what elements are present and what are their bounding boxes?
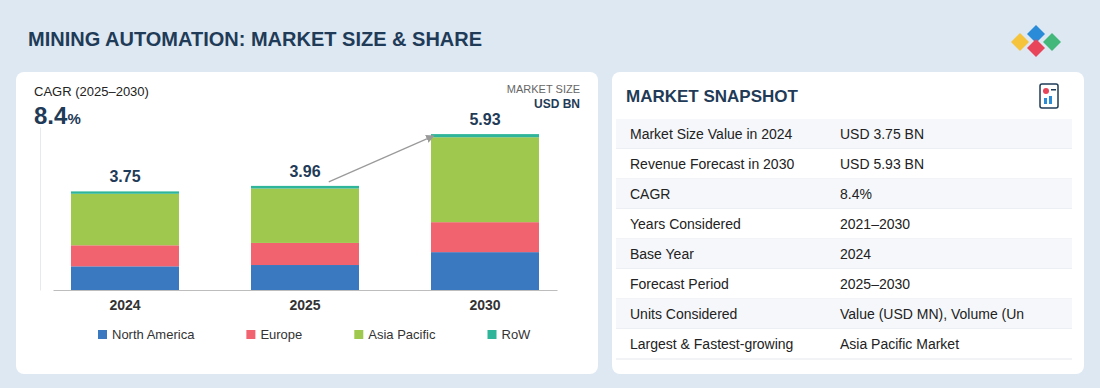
snapshot-row: Forecast Period 2025–2030	[616, 269, 1072, 299]
row-background	[616, 239, 1072, 269]
bar-segment	[251, 243, 359, 265]
legend-item: Asia Pacific	[354, 327, 436, 342]
row-key: Units Considered	[630, 306, 737, 322]
snapshot-row: Units Considered Value (USD MN), Volume (…	[616, 299, 1072, 329]
row-value: USD 3.75 BN	[840, 126, 924, 142]
snapshot-row: CAGR 8.4%	[616, 179, 1072, 209]
bar-segment	[431, 134, 539, 137]
x-axis-line	[54, 290, 558, 291]
chart-panel	[16, 72, 598, 374]
row-value: 8.4%	[840, 186, 872, 202]
logo-diamond	[1043, 33, 1061, 51]
snapshot-row: Market Size Value in 2024 USD 3.75 BN	[616, 119, 1072, 149]
row-key: Revenue Forecast in 2030	[630, 156, 794, 172]
row-value: 2025–2030	[840, 276, 910, 292]
row-background	[616, 299, 1072, 329]
cagr-value: 8.4%	[34, 102, 81, 129]
row-background	[616, 209, 1072, 239]
legend-swatch	[98, 330, 107, 339]
row-value: USD 5.93 BN	[840, 156, 924, 172]
cagr-label: CAGR (2025–2030)	[34, 84, 149, 99]
x-tick-label: 2030	[469, 297, 500, 313]
y-axis-line	[40, 128, 41, 291]
legend-item: North America	[98, 327, 195, 342]
bar-segment	[431, 252, 539, 290]
logo-diamond	[1011, 33, 1029, 51]
bar-segment	[71, 245, 179, 266]
y-axis	[40, 128, 41, 291]
snapshot-row: Revenue Forecast in 2030 USD 5.93 BN	[616, 149, 1072, 179]
legend-label: RoW	[502, 327, 532, 342]
icon-page	[1040, 84, 1058, 108]
bar-segment	[71, 266, 179, 290]
row-background	[616, 329, 1072, 359]
legend-swatch	[354, 330, 363, 339]
legend-swatch	[246, 330, 255, 339]
bar-segment	[251, 186, 359, 189]
bar-segment	[71, 194, 179, 246]
row-key: Years Considered	[630, 216, 741, 232]
row-key: Forecast Period	[630, 276, 729, 292]
row-value: 2021–2030	[840, 216, 910, 232]
snapshot-title: MARKET SNAPSHOT	[626, 87, 799, 106]
icon-line	[1051, 89, 1056, 91]
y-axis-title: MARKET SIZE	[507, 83, 580, 95]
total-label: 3.96	[289, 163, 320, 180]
snapshot-row: Years Considered 2021–2030	[616, 209, 1072, 239]
row-key: Base Year	[630, 246, 694, 262]
icon-bar	[1049, 96, 1052, 104]
page-title: MINING AUTOMATION: MARKET SIZE & SHARE	[28, 28, 482, 50]
row-separator	[616, 359, 1072, 360]
bar-segment	[431, 222, 539, 252]
row-background	[616, 179, 1072, 209]
legend-label: Asia Pacific	[368, 327, 436, 342]
page: MINING AUTOMATION: MARKET SIZE & SHARE 20…	[0, 0, 1100, 388]
snapshot-panel	[612, 72, 1084, 374]
legend: North America Europe Asia Pacific RoW	[98, 327, 531, 342]
row-background	[616, 149, 1072, 179]
snapshot-row: Base Year 2024	[616, 239, 1072, 269]
x-tick-label: 2025	[289, 297, 320, 313]
x-axis: 2024 2025 2030	[54, 290, 558, 313]
logo	[1011, 25, 1061, 57]
x-tick-label: 2024	[109, 297, 140, 313]
icon-bar	[1044, 98, 1047, 104]
snapshot-icon	[1040, 84, 1058, 108]
y-axis-title: USD BN	[534, 97, 580, 111]
total-label: 3.75	[109, 168, 140, 185]
legend-item: Europe	[246, 327, 302, 342]
bar-segment	[71, 191, 179, 193]
x-tick: 2024	[109, 290, 140, 313]
x-tick: 2025	[289, 290, 320, 313]
row-value: Value (USD MN), Volume (Un	[840, 306, 1024, 322]
legend-label: Europe	[260, 327, 302, 342]
bar-segment	[431, 137, 539, 222]
growth-arrow	[329, 136, 433, 182]
row-value: Asia Pacific Market	[840, 336, 959, 352]
background	[0, 0, 1100, 388]
row-value: 2024	[840, 246, 871, 262]
row-key: Market Size Value in 2024	[630, 126, 793, 142]
row-background	[616, 119, 1072, 149]
logo-diamond	[1027, 39, 1045, 57]
icon-pie	[1043, 88, 1049, 94]
snapshot-row: Largest & Fastest-growing Asia Pacific Ma…	[616, 329, 1072, 359]
plot-area	[71, 134, 539, 290]
bar-segment	[251, 265, 359, 290]
legend-label: North America	[112, 327, 195, 342]
row-key: Largest & Fastest-growing	[630, 336, 793, 352]
row-key: CAGR	[630, 186, 670, 202]
legend-swatch	[488, 330, 497, 339]
x-tick: 2030	[469, 290, 500, 313]
legend-item: RoW	[488, 327, 532, 342]
total-label: 5.93	[469, 111, 500, 128]
bar-segment	[251, 189, 359, 243]
row-background	[616, 269, 1072, 299]
